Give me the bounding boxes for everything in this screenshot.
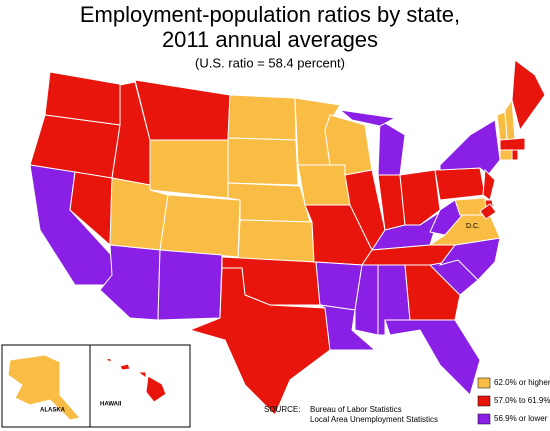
state (145, 375, 167, 403)
state (482, 168, 496, 201)
title: Employment-population ratios by state, (80, 2, 460, 27)
us-map (7, 59, 546, 421)
state (237, 219, 315, 263)
state (157, 249, 223, 321)
source-label: SOURCE: (264, 405, 300, 414)
legend-swatch (477, 377, 491, 389)
state (511, 149, 519, 161)
legend-swatch (477, 395, 491, 407)
title: 2011 annual averages (162, 27, 378, 52)
state (134, 79, 231, 141)
state (227, 137, 299, 186)
state (434, 167, 486, 201)
state (479, 203, 497, 220)
source-line: Local Area Unemployment Statistics (310, 415, 438, 424)
state (149, 139, 229, 199)
subtitle: (U.S. ratio = 58.4 percent) (195, 55, 345, 70)
state (136, 371, 147, 379)
dc-label: D.C. (466, 223, 480, 230)
state (119, 363, 131, 371)
state (315, 261, 363, 311)
state (159, 194, 241, 258)
legend-label: 62.0% or higher (494, 378, 550, 387)
state (377, 119, 406, 176)
alaska-label: ALASKA (40, 408, 66, 414)
state (227, 182, 311, 223)
legend-swatch (477, 413, 491, 425)
state (429, 199, 466, 236)
source-line: Bureau of Labor Statistics (310, 405, 402, 414)
state (297, 164, 351, 206)
state (103, 357, 113, 363)
state (399, 169, 441, 226)
state (324, 114, 373, 176)
inset-frame (1, 344, 191, 428)
state (338, 109, 397, 127)
state (7, 354, 81, 421)
hawaii-label: HAWAII (100, 402, 122, 408)
legend-label: 56.9% or lower (494, 414, 548, 423)
state (439, 119, 501, 176)
state (499, 149, 513, 161)
state (511, 59, 546, 132)
state (227, 94, 297, 141)
state (188, 267, 331, 416)
state (384, 319, 481, 396)
legend-label: 57.0% to 61.9% (494, 396, 550, 405)
state (499, 137, 526, 151)
state (404, 264, 461, 321)
